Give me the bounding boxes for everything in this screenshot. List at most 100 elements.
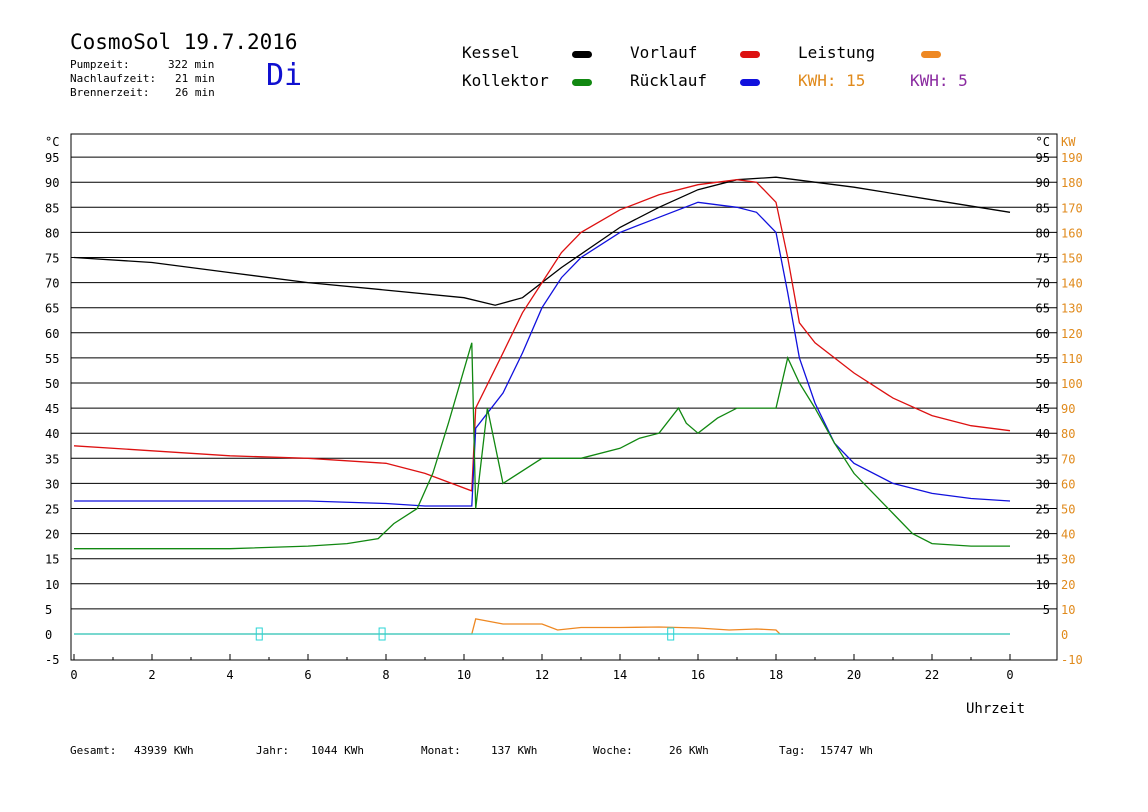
- y-tick-right-temp-95: 95: [1036, 151, 1050, 165]
- x-tick-label-6: 12: [535, 668, 549, 682]
- y-tick-right-temp-35: 35: [1036, 452, 1050, 466]
- y-tick-right-temp-40: 40: [1036, 427, 1050, 441]
- footer-woche-value: 26 KWh: [669, 744, 709, 757]
- legend-leistung-label: Leistung: [798, 43, 876, 62]
- plot-frame: [70, 133, 1058, 661]
- y-tick-right-temp-85: 85: [1036, 201, 1050, 215]
- y-tick-left-95: 95: [45, 151, 59, 165]
- y-tick-left-80: 80: [45, 226, 59, 240]
- y-tick-left-35: 35: [45, 452, 59, 466]
- footer-gesamt-value: 43939 KWh: [134, 744, 194, 757]
- x-tick-label-8: 16: [691, 668, 705, 682]
- y-tick-left-20: 20: [45, 528, 59, 542]
- y-tick-right-power-180: 180: [1061, 176, 1083, 190]
- y-tick-left-75: 75: [45, 252, 59, 266]
- legend-vorlauf-swatch: [740, 51, 760, 58]
- x-tick-label-12: 0: [1006, 668, 1013, 682]
- x-tick-label-10: 20: [847, 668, 861, 682]
- footer-tag-label: Tag:: [779, 744, 806, 757]
- y-tick-right-temp-75: 75: [1036, 252, 1050, 266]
- series-line-kollektor: [74, 342, 1010, 550]
- footer-jahr-label: Jahr:: [256, 744, 290, 757]
- y-axis-label-left: °C: [45, 135, 59, 149]
- y-tick-right-power-0: 0: [1061, 628, 1068, 642]
- y-tick-right-power-160: 160: [1061, 226, 1083, 240]
- legend-kollektor-label: Kollektor: [462, 71, 549, 90]
- y-tick-right-temp-80: 80: [1036, 226, 1050, 240]
- y-tick-right-temp-65: 65: [1036, 302, 1050, 316]
- x-axis-label: Uhrzeit: [966, 701, 1026, 717]
- y-tick-right-temp-45: 45: [1036, 402, 1050, 416]
- footer-monat-value: 137 KWh: [491, 744, 538, 757]
- x-tick-label-5: 10: [457, 668, 471, 682]
- y-tick-right-power-60: 60: [1061, 477, 1075, 491]
- y-tick-right-power-30: 30: [1061, 553, 1075, 567]
- y-tick-left-55: 55: [45, 352, 59, 366]
- stat-brennerzeit-label: Brennerzeit:: [70, 86, 150, 99]
- legend-kollektor-swatch: [572, 79, 592, 86]
- legend-kessel-label: Kessel: [462, 43, 520, 62]
- legend-leistung-swatch: [921, 51, 941, 58]
- y-tick-right-temp-70: 70: [1036, 277, 1050, 291]
- y-tick-right-temp-10: 10: [1036, 578, 1050, 592]
- footer-gesamt-label: Gesamt:: [70, 744, 117, 757]
- legend-vorlauf-label: Vorlauf: [630, 43, 698, 62]
- weekday-label: Di: [266, 58, 303, 93]
- event-marker-0: [255, 627, 263, 641]
- footer-monat-label: Monat:: [421, 744, 461, 757]
- y-tick-left-85: 85: [45, 201, 59, 215]
- y-tick-left-15: 15: [45, 553, 59, 567]
- y-tick-right-temp-20: 20: [1036, 528, 1050, 542]
- y-tick-left--5: -5: [45, 653, 59, 667]
- stat-nachlaufzeit-value: 21 min: [175, 72, 215, 85]
- stat-pumpzeit-label: Pumpzeit:: [70, 58, 130, 71]
- event-marker-1: [378, 627, 386, 641]
- y-tick-right-power-50: 50: [1061, 503, 1075, 517]
- y-tick-right-power-130: 130: [1061, 302, 1083, 316]
- y-tick-left-5: 5: [45, 603, 52, 617]
- stat-brennerzeit-value: 26 min: [175, 86, 215, 99]
- y-tick-left-45: 45: [45, 402, 59, 416]
- kwh-solar-label: KWH: 15: [798, 71, 866, 90]
- x-tick-label-1: 2: [148, 668, 155, 682]
- y-tick-right-temp-50: 50: [1036, 377, 1050, 391]
- y-tick-right-temp-30: 30: [1036, 477, 1050, 491]
- y-tick-right-power-190: 190: [1061, 151, 1083, 165]
- y-tick-left-65: 65: [45, 302, 59, 316]
- series-line-rcklauf: [74, 201, 1011, 507]
- y-tick-right-power--10: -10: [1061, 653, 1083, 667]
- chart-title: CosmoSol 19.7.2016: [70, 30, 298, 54]
- y-tick-right-power-110: 110: [1061, 352, 1083, 366]
- y-tick-right-temp-25: 25: [1036, 503, 1050, 517]
- x-tick-label-0: 0: [70, 668, 77, 682]
- y-tick-left-10: 10: [45, 578, 59, 592]
- y-tick-left-90: 90: [45, 176, 59, 190]
- x-tick-label-11: 22: [925, 668, 939, 682]
- y-tick-left-50: 50: [45, 377, 59, 391]
- y-tick-right-power-80: 80: [1061, 427, 1075, 441]
- x-tick-label-4: 8: [382, 668, 389, 682]
- y-tick-left-30: 30: [45, 477, 59, 491]
- stat-nachlaufzeit-label: Nachlaufzeit:: [70, 72, 157, 85]
- y-axis-label-right-temp: °C: [1036, 135, 1050, 149]
- y-tick-right-temp-5: 5: [1043, 603, 1050, 617]
- footer-jahr-value: 1044 KWh: [311, 744, 364, 757]
- y-tick-right-power-20: 20: [1061, 578, 1075, 592]
- event-marker-2: [667, 627, 675, 641]
- y-tick-right-temp-60: 60: [1036, 327, 1050, 341]
- y-tick-right-temp-15: 15: [1036, 553, 1050, 567]
- y-tick-left-0: 0: [45, 628, 52, 642]
- series-line-vorlauf: [73, 179, 1011, 492]
- footer-woche-label: Woche:: [593, 744, 633, 757]
- y-tick-left-70: 70: [45, 277, 59, 291]
- y-tick-right-power-140: 140: [1061, 277, 1083, 291]
- legend-ruecklauf-swatch: [740, 79, 760, 86]
- series-line-kessel: [73, 176, 1011, 306]
- y-tick-right-power-170: 170: [1061, 201, 1083, 215]
- y-tick-right-power-150: 150: [1061, 252, 1083, 266]
- y-tick-left-25: 25: [45, 503, 59, 517]
- y-tick-right-power-10: 10: [1061, 603, 1075, 617]
- y-tick-left-60: 60: [45, 327, 59, 341]
- y-tick-right-power-70: 70: [1061, 452, 1075, 466]
